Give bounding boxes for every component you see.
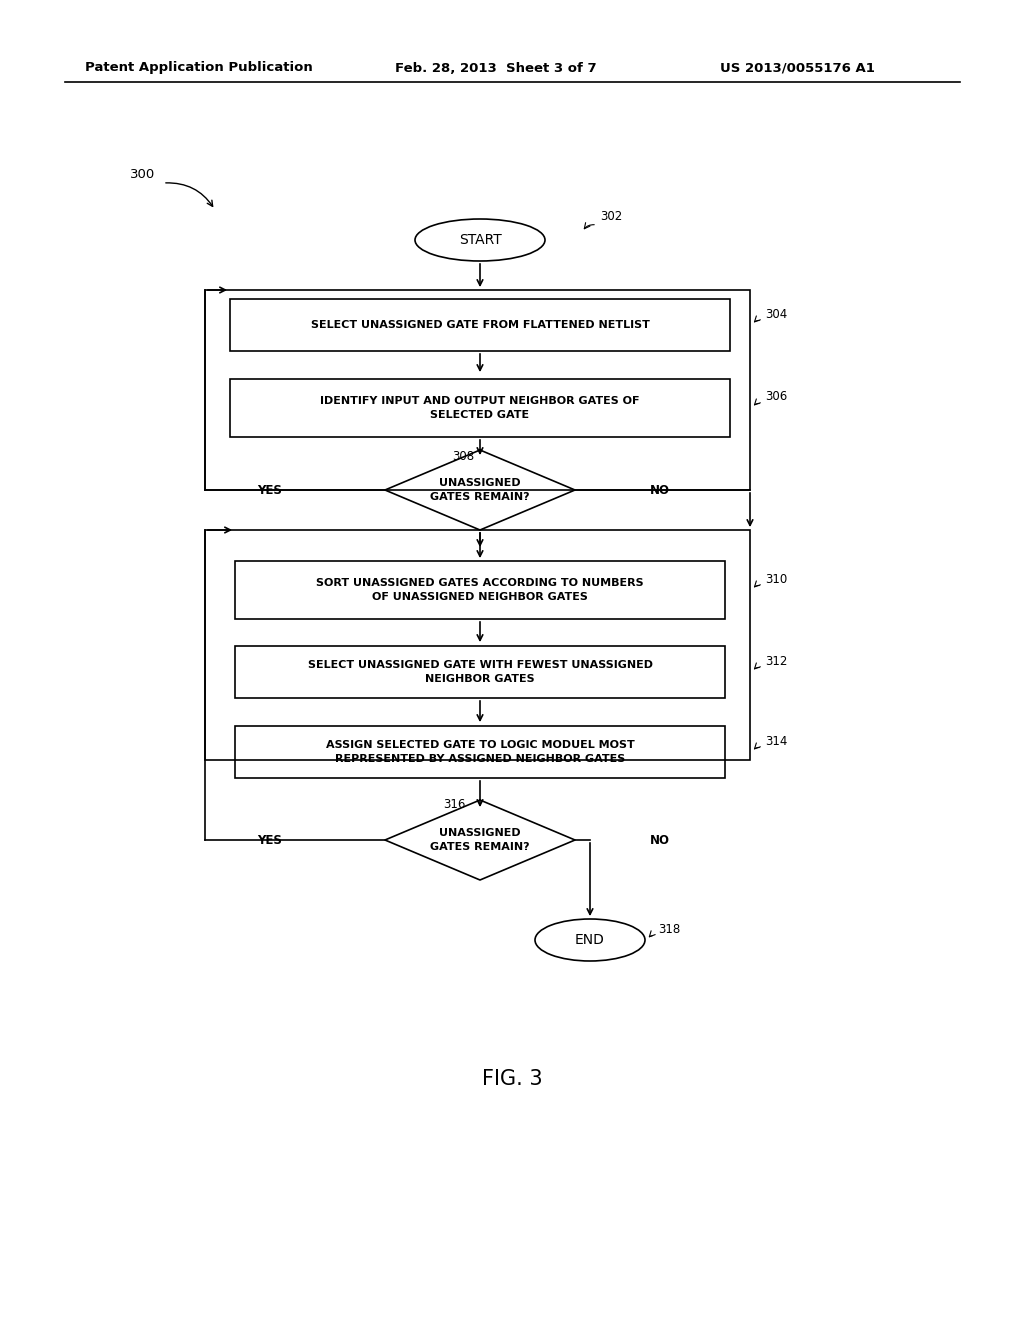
Text: UNASSIGNED
GATES REMAIN?: UNASSIGNED GATES REMAIN? [430,829,529,851]
Text: 318: 318 [658,923,680,936]
Bar [205,531,750,760]
Text: FIG. 3: FIG. 3 [481,1069,543,1089]
Text: YES: YES [258,833,283,846]
Text: SELECT UNASSIGNED GATE WITH FEWEST UNASSIGNED
NEIGHBOR GATES: SELECT UNASSIGNED GATE WITH FEWEST UNASS… [307,660,652,684]
Text: START: START [459,234,502,247]
Text: YES: YES [258,483,283,496]
Text: US 2013/0055176 A1: US 2013/0055176 A1 [720,62,874,74]
Text: 310: 310 [765,573,787,586]
Text: UNASSIGNED
GATES REMAIN?: UNASSIGNED GATES REMAIN? [430,478,529,502]
Text: SORT UNASSIGNED GATES ACCORDING TO NUMBERS
OF UNASSIGNED NEIGHBOR GATES: SORT UNASSIGNED GATES ACCORDING TO NUMBE… [316,578,644,602]
Text: 306: 306 [765,389,787,403]
Text: 300: 300 [130,169,156,181]
Text: Patent Application Publication: Patent Application Publication [85,62,312,74]
Text: ASSIGN SELECTED GATE TO LOGIC MODUEL MOST
REPRESENTED BY ASSIGNED NEIGHBOR GATES: ASSIGN SELECTED GATE TO LOGIC MODUEL MOS… [326,741,635,763]
Bar [230,379,730,437]
Bar [234,561,725,619]
Text: Feb. 28, 2013  Sheet 3 of 7: Feb. 28, 2013 Sheet 3 of 7 [395,62,597,74]
Text: 302: 302 [600,210,623,223]
Text: NO: NO [650,833,670,846]
Text: 314: 314 [765,735,787,748]
Text: 316: 316 [443,799,465,810]
Text: 304: 304 [765,308,787,321]
Text: IDENTIFY INPUT AND OUTPUT NEIGHBOR GATES OF
SELECTED GATE: IDENTIFY INPUT AND OUTPUT NEIGHBOR GATES… [321,396,640,420]
Bar [230,300,730,351]
Text: 308: 308 [452,450,474,463]
Bar [234,645,725,698]
Text: END: END [575,933,605,946]
Bar [205,290,750,490]
Text: 312: 312 [765,655,787,668]
Text: NO: NO [650,483,670,496]
Text: SELECT UNASSIGNED GATE FROM FLATTENED NETLIST: SELECT UNASSIGNED GATE FROM FLATTENED NE… [310,319,649,330]
Bar [234,726,725,777]
